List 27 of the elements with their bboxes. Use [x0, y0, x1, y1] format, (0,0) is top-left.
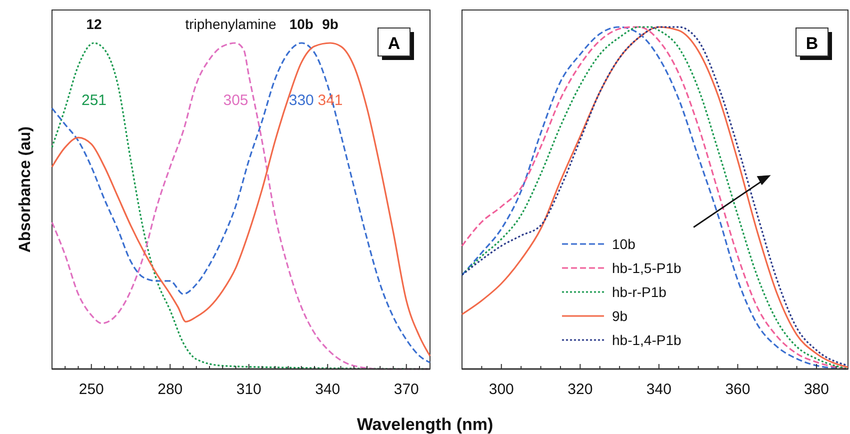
x-axis-title: Wavelength (nm) — [356, 415, 494, 434]
x-tick-label: 310 — [236, 381, 262, 398]
chart-title: A — [388, 34, 400, 53]
chart-title: B — [806, 34, 818, 53]
legend-label: hb-1,4-P1b — [612, 332, 682, 348]
series-label: 10b — [289, 16, 314, 32]
x-tick-label: 360 — [725, 381, 750, 398]
x-tick-label: 380 — [804, 381, 830, 398]
annotation: 305 — [223, 92, 248, 109]
x-tick-label: 320 — [568, 381, 593, 398]
series-label: 12 — [86, 16, 102, 32]
legend-label: hb-r-P1b — [612, 284, 667, 300]
annotation: 251 — [81, 92, 107, 109]
x-tick-label: 340 — [315, 381, 340, 398]
legend-label: 10b — [612, 236, 636, 252]
x-tick-label: 370 — [394, 381, 419, 398]
x-tick-label: 280 — [158, 381, 183, 398]
series-label: 9b — [322, 16, 338, 32]
x-tick-label: 300 — [488, 381, 514, 398]
x-tick-label: 250 — [78, 381, 104, 398]
annotation: 330 — [288, 92, 314, 109]
legend-label: 9b — [612, 308, 628, 324]
annotation: 341 — [318, 92, 343, 109]
legend-label: hb-1,5-P1b — [612, 260, 682, 276]
series-label: triphenylamine — [185, 16, 277, 32]
y-axis-title: Absorbance (au) — [17, 126, 34, 253]
x-tick-label: 340 — [646, 381, 672, 398]
